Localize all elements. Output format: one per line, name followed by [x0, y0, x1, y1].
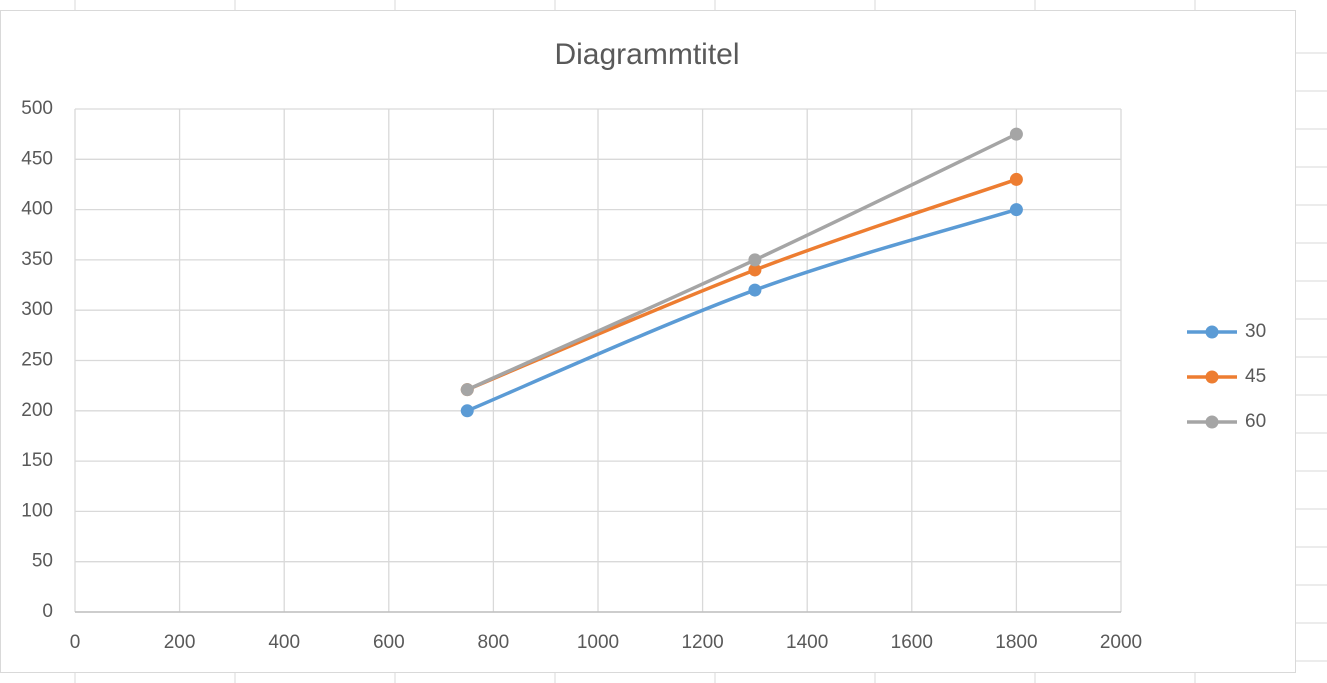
y-tick-label: 50: [32, 551, 53, 572]
x-tick-label: 1400: [786, 632, 828, 653]
marker: [1009, 127, 1023, 141]
y-tick-label: 0: [42, 601, 53, 622]
chart-area: [0, 10, 1296, 673]
legend-label: 30: [1245, 321, 1266, 342]
sheet-grid: [74, 0, 1327, 683]
y-tick-label: 150: [21, 450, 53, 471]
x-tick-label: 0: [70, 632, 81, 653]
marker: [1009, 203, 1023, 217]
marker: [460, 404, 474, 418]
marker: [748, 253, 762, 267]
marker: [460, 383, 474, 397]
legend-marker: [1205, 415, 1219, 429]
x-tick-label: 1000: [577, 632, 619, 653]
x-tick-label: 200: [164, 632, 196, 653]
y-tick-label: 350: [21, 249, 53, 270]
x-tick-label: 600: [373, 632, 405, 653]
marker: [1009, 172, 1023, 186]
y-tick-label: 250: [21, 350, 53, 371]
x-tick-label: 800: [478, 632, 510, 653]
x-tick-label: 1200: [681, 632, 723, 653]
marker: [748, 283, 762, 297]
legend-marker: [1205, 325, 1219, 339]
y-tick-label: 100: [21, 500, 53, 521]
y-tick-label: 200: [21, 400, 53, 421]
marker: [748, 263, 762, 277]
y-tick-label: 500: [21, 98, 53, 119]
chart-title: Diagrammtitel: [554, 38, 739, 71]
x-tick-label: 2000: [1100, 632, 1142, 653]
legend-marker: [1205, 370, 1219, 384]
y-tick-label: 400: [21, 199, 53, 220]
x-tick-label: 1800: [995, 632, 1037, 653]
legend-label: 45: [1245, 366, 1266, 387]
x-tick-label: 400: [268, 632, 300, 653]
x-tick-label: 1600: [891, 632, 933, 653]
y-tick-label: 450: [21, 148, 53, 169]
legend-label: 60: [1245, 411, 1266, 432]
y-tick-label: 300: [21, 299, 53, 320]
